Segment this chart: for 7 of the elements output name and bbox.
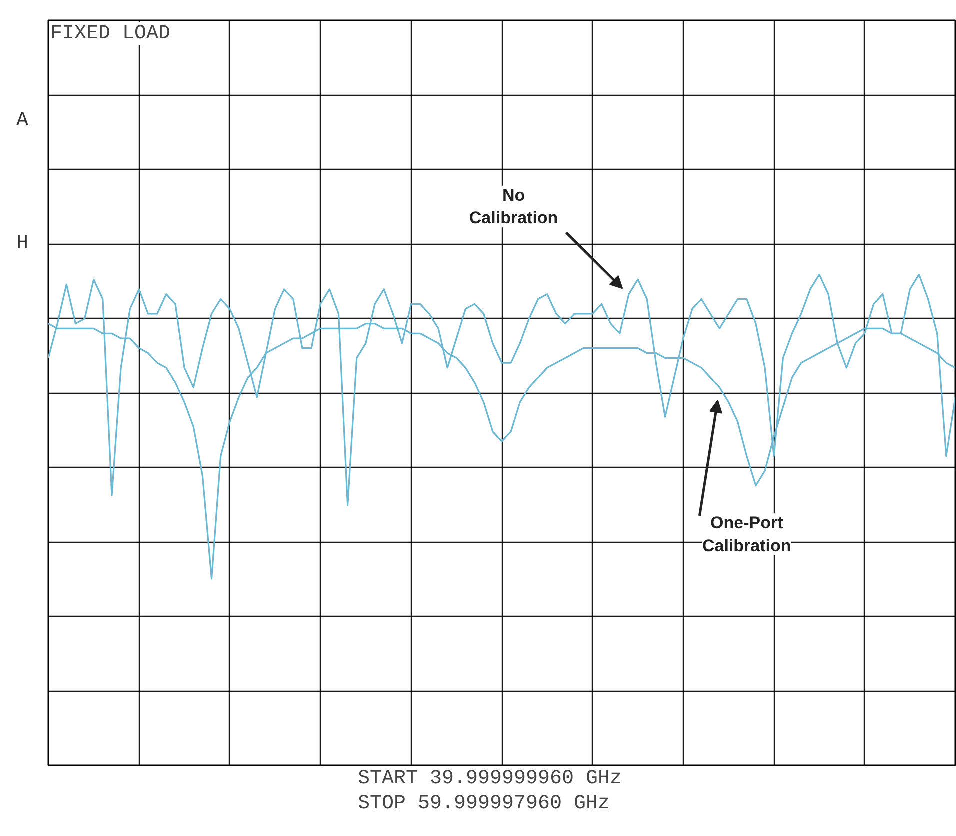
text: START 39.999999960 GHz (358, 768, 622, 790)
text: H (16, 232, 29, 256)
text: No Calibration (469, 186, 558, 228)
chart-title: FIXED LOAD (50, 22, 171, 46)
text: A (16, 110, 29, 133)
text: STOP 59.999997960 GHz (358, 792, 610, 816)
text: One-Port Calibration (702, 514, 792, 556)
